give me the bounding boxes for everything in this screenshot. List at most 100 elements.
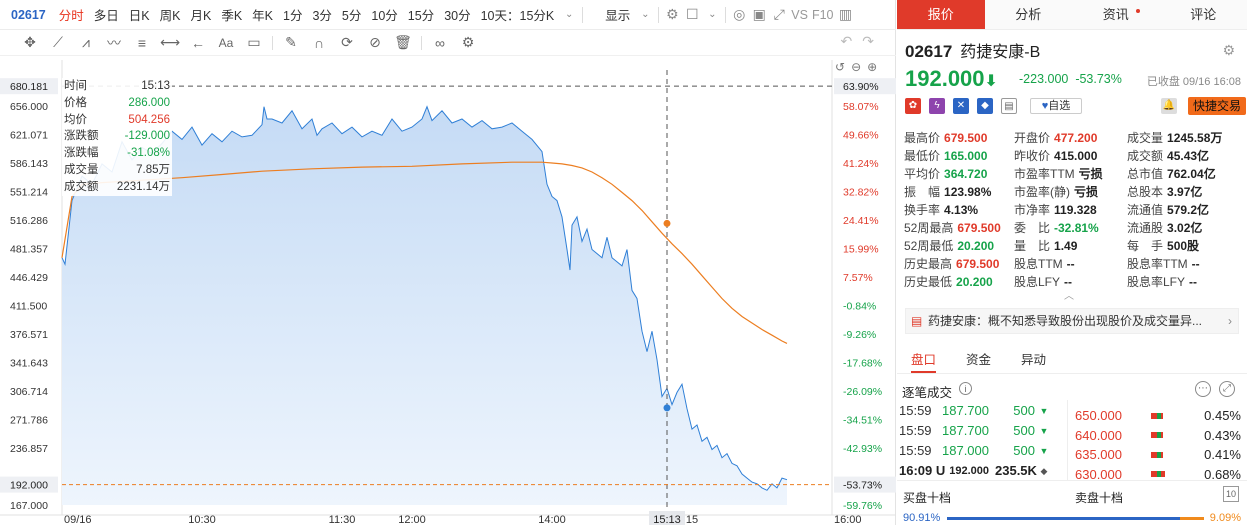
f10-button[interactable]: F10: [811, 7, 834, 22]
fullscreen-icon[interactable]: ⤢: [773, 6, 785, 22]
time-label: 11:30: [329, 514, 356, 525]
magnet-icon[interactable]: ∩: [313, 34, 325, 51]
chevron-up-icon[interactable]: ︿: [1064, 291, 1074, 302]
info-icon[interactable]: i: [959, 382, 972, 395]
add-watchlist-button[interactable]: ♥自选: [1030, 98, 1082, 114]
period-tab[interactable]: 10分: [371, 9, 398, 23]
bell-icon[interactable]: 🔔: [1161, 98, 1177, 114]
stat-label: 昨收价: [1014, 149, 1051, 163]
tooltip-row: 时间 15:13: [62, 78, 172, 95]
settings-icon[interactable]: ⚙: [665, 6, 679, 22]
period-tab[interactable]: 日K: [128, 9, 150, 23]
period-tab[interactable]: 15分: [407, 9, 435, 23]
tooltip-label: 时间: [64, 80, 87, 92]
reset-icon[interactable]: ↺: [835, 60, 846, 74]
crosshair-price-label: 680.181: [10, 81, 48, 93]
period-tab[interactable]: 5分: [341, 9, 362, 23]
y-tick-label: 341.643: [10, 357, 48, 369]
trash-icon[interactable]: 🗑: [394, 34, 412, 50]
intraday-chart[interactable]: 656.000 621.071 586.143 551.214 516.286 481.3…: [0, 60, 896, 525]
ask-bar: [1145, 431, 1195, 439]
stat-value: 45.43亿: [1167, 149, 1210, 163]
link-icon[interactable]: ∞: [435, 34, 445, 51]
wave-tool-icon[interactable]: 〰: [107, 34, 121, 51]
news-banner[interactable]: ▤ 药捷安康：概不知悉导致股份出现股价及成交量异... ›: [905, 308, 1239, 334]
stat-label: 股息率LFY: [1127, 275, 1186, 289]
hk-flag-icon[interactable]: ✿: [905, 98, 921, 114]
stock-code[interactable]: 02617: [11, 7, 46, 22]
tooltip-label: 均价: [64, 113, 87, 126]
undo-redo-icons[interactable]: ↶↷: [840, 33, 884, 49]
tooltip-value: 7.85万: [136, 163, 170, 176]
period-tab[interactable]: 分时: [58, 9, 84, 23]
stat-value: --: [1066, 257, 1075, 271]
text-tool-icon[interactable]: Aa: [218, 35, 234, 50]
sync-icon[interactable]: ⟳: [341, 34, 353, 50]
measure-tool-icon[interactable]: ⟷: [159, 34, 181, 50]
stat-value: --: [1064, 275, 1073, 289]
more-icon[interactable]: ⋯: [1195, 381, 1211, 397]
orderbook-tab[interactable]: 资金: [966, 353, 992, 367]
period-tab[interactable]: 3分: [312, 9, 332, 23]
trade-dir-icon: ▼: [1039, 446, 1049, 456]
chevron-right-icon[interactable]: ›: [1228, 314, 1232, 328]
channel-tool-icon[interactable]: ⩘: [82, 34, 90, 50]
tooltip-value: 504.256: [128, 113, 170, 126]
pen-tool-icon[interactable]: ✎: [285, 34, 297, 50]
hide-icon[interactable]: ⊘: [369, 34, 381, 50]
move-icon[interactable]: ✥: [24, 34, 36, 50]
expand-icon[interactable]: ⤢: [1219, 381, 1235, 397]
fib-tool-icon[interactable]: ≡: [137, 34, 147, 51]
ask-pct: 0.68%: [1204, 466, 1241, 482]
display-menu[interactable]: 显示: [605, 9, 631, 23]
tab-1[interactable]: 分析: [1015, 7, 1042, 22]
bolt-icon[interactable]: ϟ: [929, 98, 945, 114]
stat-label: 总市值: [1127, 167, 1164, 181]
tooltip-label: 成交量: [64, 163, 99, 176]
layout-icon[interactable]: ▣: [752, 6, 766, 22]
shuffle-icon[interactable]: ✕: [953, 98, 969, 114]
chevron-down-icon[interactable]: ⌄: [565, 9, 574, 20]
stat-label: 历史最高: [904, 257, 953, 271]
pct-tick-label: -26.09%: [843, 386, 882, 398]
tab-0[interactable]: 报价: [897, 0, 985, 29]
stats-row: 振 幅 123.98% 市盈率(静) 亏损 总股本 3.97亿: [904, 183, 1244, 201]
crosshair-pct-label: 63.90%: [843, 81, 879, 93]
arrow-tool-icon[interactable]: ←: [191, 34, 205, 51]
tab-2[interactable]: 资讯: [1072, 0, 1160, 29]
panel-toggle-icon[interactable]: ▥: [838, 6, 853, 22]
tag-icon[interactable]: ◆: [977, 98, 993, 114]
zoom-out-icon[interactable]: ⊖: [851, 60, 862, 74]
quick-trade-button[interactable]: 快捷交易: [1188, 97, 1246, 115]
tab-3[interactable]: 评论: [1190, 7, 1217, 22]
rect-tool-icon[interactable]: ▭: [247, 34, 261, 50]
news-icon: ▤: [911, 314, 923, 328]
stat-label: 股息TTM: [1014, 257, 1063, 271]
line-tool-icon[interactable]: ⟋: [53, 34, 63, 50]
chevron-down-icon[interactable]: ⌄: [708, 9, 717, 20]
range-select[interactable]: 10天：15分K: [480, 9, 555, 23]
camera-icon[interactable]: ◎: [733, 6, 746, 22]
trade-time: 16:09 U: [899, 463, 946, 478]
doc-icon[interactable]: ▤: [1001, 98, 1017, 114]
period-tab[interactable]: 周K: [159, 9, 181, 23]
ask-price: 640.000: [1075, 427, 1122, 443]
y-tick-label: 621.071: [10, 129, 48, 141]
orderbook-tab[interactable]: 盘口: [911, 346, 937, 373]
period-tab[interactable]: 1分: [283, 9, 303, 23]
period-tab[interactable]: 年K: [252, 9, 274, 23]
orderbook-tab[interactable]: 异动: [1021, 353, 1047, 367]
stat-cell: 流通股 3.02亿: [1127, 219, 1244, 237]
ten-levels-icon[interactable]: 10: [1223, 486, 1239, 502]
chevron-down-icon[interactable]: ⌄: [641, 9, 650, 20]
settings-icon[interactable]: ⚙: [461, 34, 475, 50]
compare-button[interactable]: VS: [791, 7, 808, 22]
period-tab[interactable]: 季K: [221, 9, 243, 23]
period-tab[interactable]: 月K: [190, 9, 212, 23]
zoom-in-icon[interactable]: ⊕: [867, 60, 878, 74]
pct-tick-label: 49.66%: [843, 129, 879, 141]
period-tab[interactable]: 多日: [93, 9, 119, 23]
checkbox-icon[interactable]: ☐: [685, 6, 699, 22]
period-tab[interactable]: 30分: [444, 9, 471, 23]
gear-icon[interactable]: ⚙: [1222, 42, 1235, 58]
